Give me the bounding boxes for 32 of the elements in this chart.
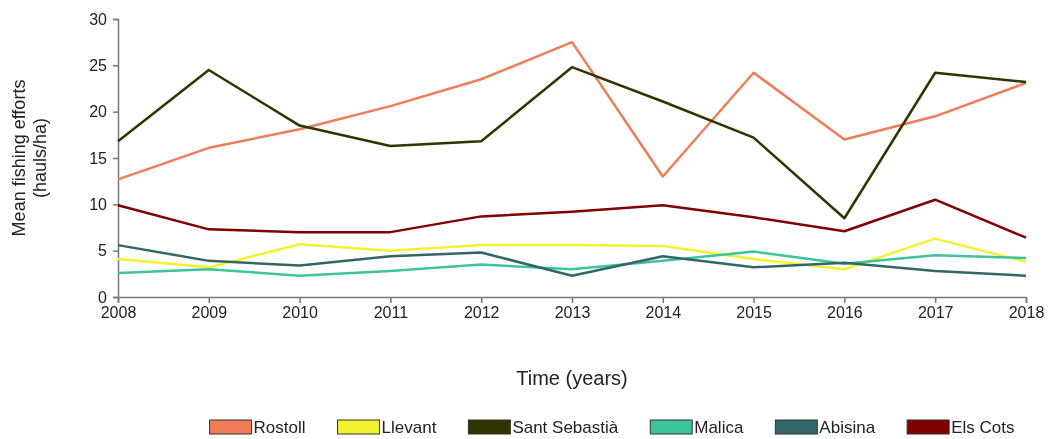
x-axis-title: Time (years)	[516, 367, 628, 389]
x-tick-label: 2014	[645, 304, 682, 322]
x-tick-label: 2009	[191, 304, 228, 322]
x-tick-label: 2017	[917, 304, 954, 322]
y-tick-label: 30	[89, 10, 108, 28]
x-tick-label: 2015	[736, 304, 772, 322]
line-series	[116, 40, 1028, 181]
x-tick-label: 2011	[373, 304, 409, 322]
x-tick-label: 2010	[282, 304, 318, 322]
legend-label: Abisina	[819, 418, 876, 437]
x-tick-label: 2012	[463, 304, 500, 322]
y-axis-title: Mean fishing efforts (hauls/ha)	[9, 79, 50, 237]
y-tick-label: 10	[89, 195, 108, 213]
y-tick-label: 20	[89, 103, 108, 121]
line-series	[116, 250, 1028, 277]
x-tick-label: 2016	[827, 304, 863, 322]
line-series	[116, 198, 1028, 239]
legend-label: Rostoll	[253, 418, 306, 437]
legend-label: Sant Sebastià	[512, 418, 619, 437]
legend-label: Els Cots	[951, 418, 1015, 437]
x-tick-label: 2008	[100, 304, 137, 322]
y-tick-label: 15	[89, 149, 108, 167]
line-series	[116, 237, 1028, 271]
x-tick-label: 2013	[554, 304, 591, 322]
legend-label: Malica	[694, 418, 744, 437]
line-series	[116, 65, 1028, 220]
line-series	[116, 243, 1028, 277]
y-tick-label: 5	[98, 242, 108, 260]
x-tick-label: 2018	[1008, 304, 1045, 322]
y-tick-label: 0	[98, 288, 108, 306]
y-tick-label: 25	[89, 56, 108, 74]
legend-label: Llevant	[381, 418, 437, 437]
